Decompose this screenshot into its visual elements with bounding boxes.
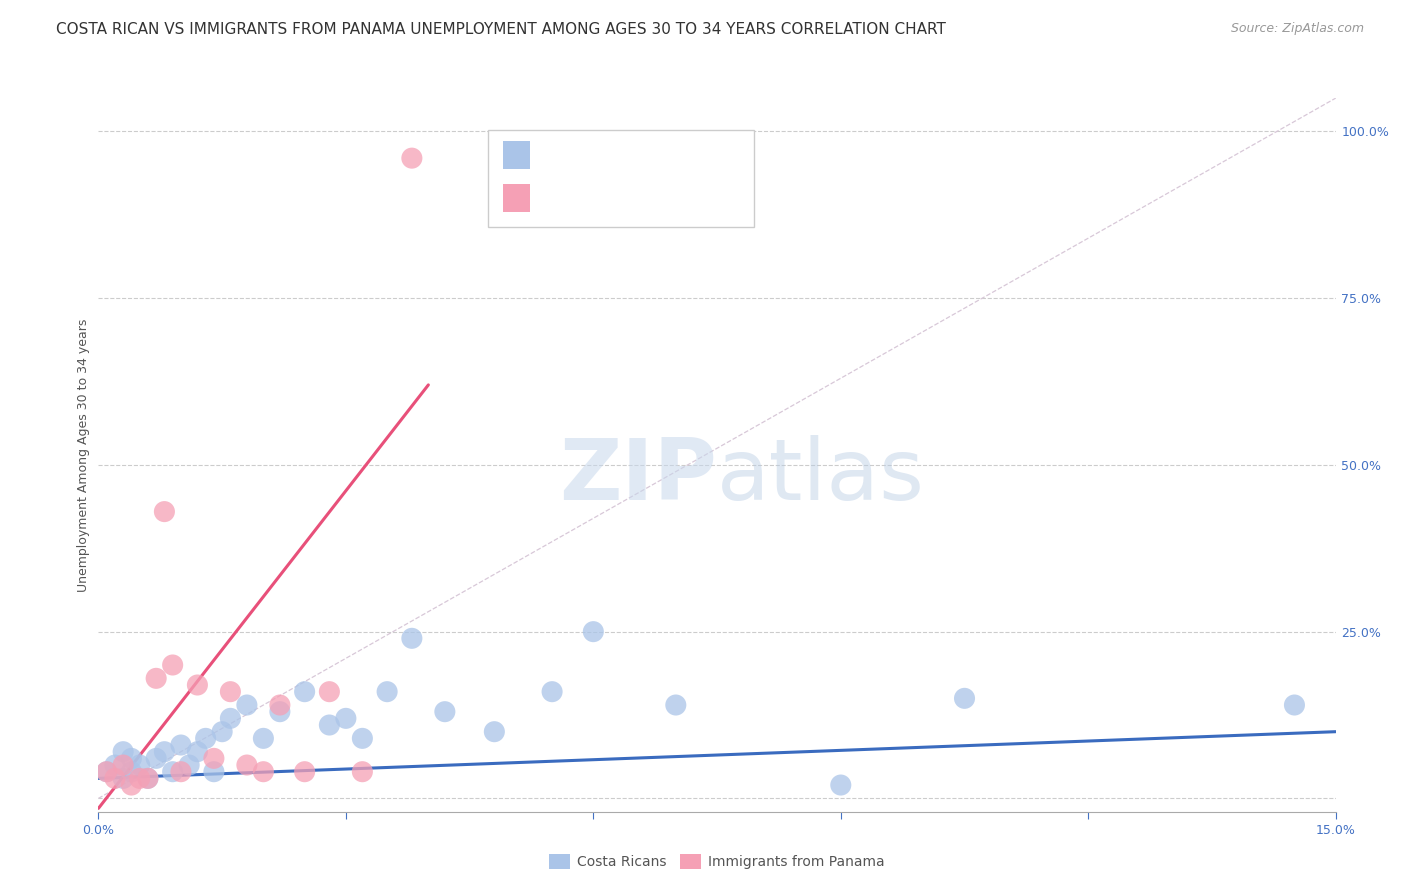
Point (433, 705, 456, 719)
Point (236, 698, 259, 712)
FancyBboxPatch shape (503, 141, 530, 169)
Point (219, 684, 242, 698)
Point (153, 505, 176, 519)
Point (145, 751, 167, 765)
Point (211, 724, 233, 739)
Text: N =: N = (675, 146, 723, 164)
Point (294, 684, 316, 698)
Point (186, 678, 208, 692)
Point (830, 778, 852, 792)
Point (179, 758, 201, 772)
Point (120, 751, 142, 765)
Point (252, 731, 274, 746)
Point (170, 764, 193, 779)
Point (112, 772, 135, 786)
Point (120, 764, 142, 779)
Point (335, 711, 357, 725)
Point (484, 724, 506, 739)
Point (128, 772, 150, 786)
Point (104, 772, 127, 786)
Text: COSTA RICAN VS IMMIGRANTS FROM PANAMA UNEMPLOYMENT AMONG AGES 30 TO 34 YEARS COR: COSTA RICAN VS IMMIGRANTS FROM PANAMA UN… (56, 22, 946, 37)
Point (269, 705, 291, 719)
Point (202, 751, 225, 765)
Text: atlas: atlas (717, 434, 925, 518)
Point (136, 772, 159, 786)
Point (145, 671, 167, 685)
Point (219, 711, 242, 725)
Point (665, 698, 688, 712)
Text: Source: ZipAtlas.com: Source: ZipAtlas.com (1230, 22, 1364, 36)
Text: 0.607: 0.607 (599, 189, 652, 207)
Point (294, 764, 316, 779)
Point (236, 758, 259, 772)
Point (953, 691, 976, 706)
Point (318, 718, 340, 732)
Point (170, 738, 193, 752)
Point (401, 151, 423, 165)
Point (96, 764, 118, 779)
Text: 35: 35 (728, 146, 751, 164)
Text: 0.181: 0.181 (599, 146, 658, 164)
Point (162, 764, 184, 779)
Text: N =: N = (675, 189, 723, 207)
Legend: Costa Ricans, Immigrants from Panama: Costa Ricans, Immigrants from Panama (543, 847, 891, 876)
FancyBboxPatch shape (488, 130, 754, 227)
Point (252, 764, 274, 779)
Point (153, 745, 176, 759)
Point (582, 624, 605, 639)
Text: R =: R = (546, 189, 581, 207)
Point (541, 684, 564, 698)
Point (269, 698, 291, 712)
Point (1284, 698, 1306, 712)
Point (352, 764, 374, 779)
Point (162, 658, 184, 673)
Point (128, 758, 150, 772)
Point (202, 764, 225, 779)
Text: ZIP: ZIP (560, 434, 717, 518)
Point (318, 684, 340, 698)
Point (136, 772, 159, 786)
Point (120, 778, 142, 792)
Point (352, 731, 374, 746)
Point (112, 745, 135, 759)
FancyBboxPatch shape (503, 184, 530, 212)
Point (96, 764, 118, 779)
Point (401, 632, 423, 646)
Point (194, 731, 217, 746)
Point (112, 758, 135, 772)
Point (375, 684, 398, 698)
Point (186, 745, 208, 759)
Y-axis label: Unemployment Among Ages 30 to 34 years: Unemployment Among Ages 30 to 34 years (77, 318, 90, 591)
Point (104, 758, 127, 772)
Text: R =: R = (546, 146, 581, 164)
Text: 20: 20 (728, 189, 751, 207)
